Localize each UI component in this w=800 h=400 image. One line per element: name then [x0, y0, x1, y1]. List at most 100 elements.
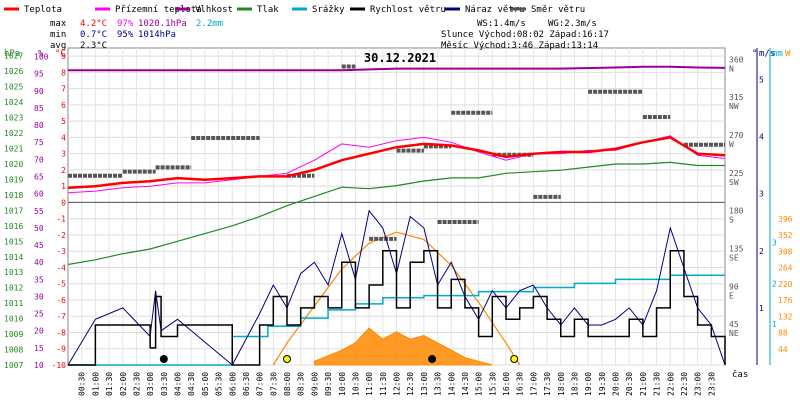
legend-label: Rychlost větru [370, 5, 446, 15]
tick-x: 19:30 [598, 372, 607, 396]
legend-label: Vlhkost [195, 5, 233, 15]
tick-hpa: 1008 [4, 346, 23, 355]
tick-x: 04:00 [174, 372, 183, 396]
tick-x: 20:00 [612, 372, 621, 396]
tick-hpa: 1024 [4, 98, 23, 107]
tick-hpa: 1026 [4, 67, 23, 76]
tick-hpa: 1027 [4, 52, 23, 61]
stat-max-hum: 97% [117, 19, 134, 29]
tick-pct: 90 [34, 87, 44, 96]
tick-dir-deg: 315 [729, 93, 744, 102]
tick-x: 20:30 [625, 372, 634, 396]
tick-x: 17:30 [543, 372, 552, 396]
axis-unit-ms: m/s [759, 49, 775, 59]
tick-x: 01:00 [91, 372, 100, 396]
tick-x: 08:00 [283, 372, 292, 396]
tick-c: 1 [61, 182, 66, 191]
axis-unit-mm: mm [772, 49, 783, 59]
tick-x: 15:30 [488, 372, 497, 396]
tick-hpa: 1016 [4, 222, 23, 231]
tick-x: 04:30 [187, 372, 196, 396]
tick-x: 03:00 [146, 372, 155, 396]
tick-x: 05:00 [201, 372, 210, 396]
tick-dir-label: N [729, 64, 734, 73]
tick-c: 7 [61, 85, 66, 94]
tick-c: -9 [56, 345, 66, 354]
tick-x: 21:30 [653, 372, 662, 396]
stat-wg: WG:2.3m/s [548, 19, 597, 29]
tick-w: 264 [778, 264, 793, 273]
tick-hpa: 1013 [4, 268, 23, 277]
ground-temp-line [67, 135, 726, 194]
tick-hpa: 1015 [4, 237, 23, 246]
tick-ms: 3 [759, 190, 764, 199]
tick-x: 22:30 [680, 372, 689, 396]
tick-c: 2 [61, 166, 66, 175]
tick-hpa: 1009 [4, 330, 23, 339]
tick-c: 3 [61, 150, 66, 159]
tick-dir-label: S [729, 216, 734, 225]
tick-dir-deg: 225 [729, 169, 744, 178]
tick-dir-deg: 90 [729, 282, 739, 291]
sunset-marker [510, 355, 519, 363]
stat-max-label: max [50, 19, 67, 29]
tick-pct: 35 [34, 275, 44, 284]
tick-pct: 10 [34, 361, 44, 370]
tick-pct: 40 [34, 258, 44, 267]
tick-mm: 3 [772, 239, 777, 248]
stat-max-temp: 4.2°C [80, 19, 107, 29]
tick-x: 03:30 [160, 372, 169, 396]
stat-max-press: 1020.1hPa [138, 19, 187, 29]
tick-pct: 85 [34, 104, 44, 113]
tick-c: -6 [56, 296, 66, 305]
tick-c: 8 [61, 68, 66, 77]
tick-x: 10:00 [338, 372, 347, 396]
tick-mm: 1 [772, 320, 777, 329]
tick-w: 44 [778, 345, 788, 354]
tick-pct: 20 [34, 327, 44, 336]
stat-min-press: 1014hPa [138, 30, 176, 40]
stat-min-temp: 0.7°C [80, 30, 107, 40]
tick-x: 07:30 [269, 372, 278, 396]
tick-dir-label: NW [729, 102, 739, 111]
tick-pct: 70 [34, 155, 44, 164]
tick-dir-label: SW [729, 178, 739, 187]
tick-dir-deg: 135 [729, 244, 744, 253]
tick-w: 88 [778, 329, 788, 338]
tick-hpa: 1020 [4, 160, 23, 169]
tick-x: 00:30 [78, 372, 87, 396]
tick-x: 16:30 [516, 372, 525, 396]
tick-pct: 15 [34, 344, 44, 353]
tick-pct: 65 [34, 173, 44, 182]
tick-c: 0 [61, 198, 66, 207]
tick-hpa: 1025 [4, 83, 23, 92]
humidity-line [68, 65, 726, 72]
tick-x: 15:00 [475, 372, 484, 396]
axis-unit-pct: % [38, 49, 44, 59]
tick-c: 4 [61, 133, 66, 142]
tick-c: -2 [56, 231, 66, 240]
tick-x: 06:00 [228, 372, 237, 396]
tick-c: -7 [56, 312, 66, 321]
tick-c: -5 [56, 280, 66, 289]
tick-pct: 45 [34, 241, 44, 250]
tick-x: 06:30 [242, 372, 251, 396]
tick-c: 5 [61, 117, 66, 126]
tick-x: 12:30 [406, 372, 415, 396]
tick-x: 02:00 [119, 372, 128, 396]
tick-pct: 30 [34, 292, 44, 301]
tick-x: 18:00 [557, 372, 566, 396]
tick-dir-label: W [729, 140, 734, 149]
tick-pct: 80 [34, 121, 44, 130]
tick-dir-label: E [729, 291, 734, 300]
tick-c: 9 [61, 52, 66, 61]
tick-w: 308 [778, 247, 793, 256]
tick-dir-label: NE [729, 329, 739, 338]
tick-x: 09:00 [310, 372, 319, 396]
tick-mm: 2 [772, 279, 777, 288]
axis-unit-deg: ° [752, 49, 757, 59]
tick-w: 396 [778, 215, 793, 224]
tick-pct: 55 [34, 207, 44, 216]
tick-w: 352 [778, 231, 793, 240]
